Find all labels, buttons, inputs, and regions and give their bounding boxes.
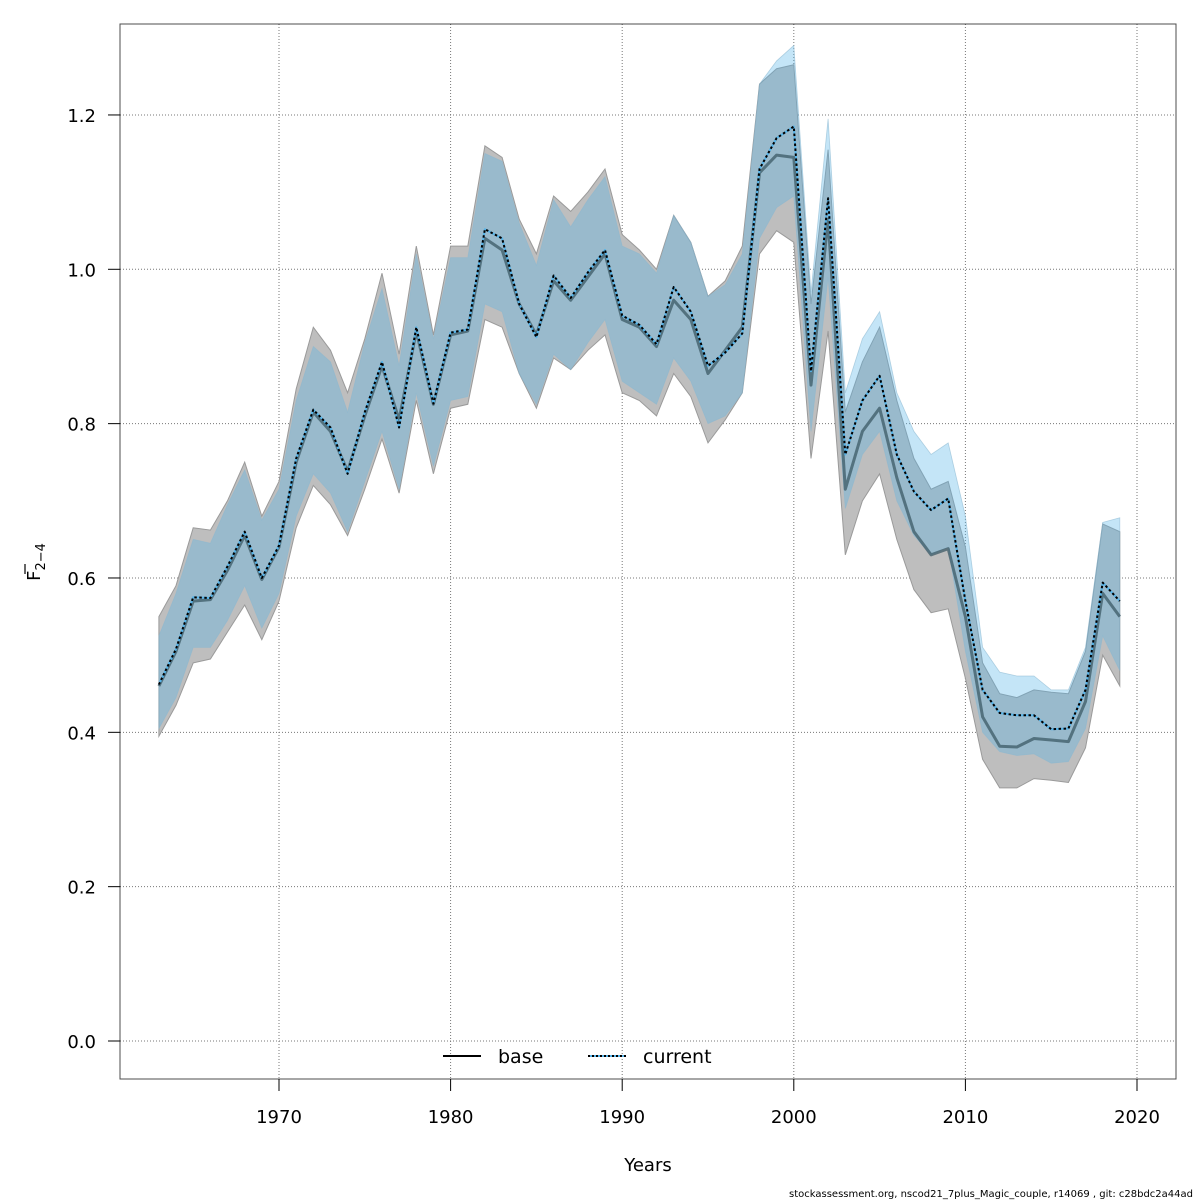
plot-frame <box>119 23 1177 1080</box>
x-axis: 1970 1980 1990 2000 2010 2020 <box>256 1079 1160 1128</box>
x-axis-title: Years <box>623 1155 672 1176</box>
series-lines <box>157 125 1122 749</box>
y-tick-label: 1.2 <box>67 106 96 127</box>
x-tick-label: 2010 <box>942 1107 988 1128</box>
y-tick-label: 0.6 <box>67 569 96 590</box>
legend-current-label: current <box>643 1046 712 1068</box>
x-tick-label: 1980 <box>428 1107 474 1128</box>
legend-base-label: base <box>498 1046 543 1068</box>
y-axis-title-sub: 2−4 <box>34 543 49 570</box>
x-tick-label: 1970 <box>256 1107 302 1128</box>
x-tick-label: 2020 <box>1114 1107 1160 1128</box>
current-confidence-band <box>158 44 1121 764</box>
x-tick-label: 2000 <box>771 1107 817 1128</box>
y-tick-label: 1.0 <box>67 260 96 281</box>
y-tick-label: 0.0 <box>67 1032 96 1053</box>
svg-text:F2−4: F2−4 <box>24 543 49 581</box>
y-tick-label: 0.4 <box>67 723 96 744</box>
y-tick-label: 0.2 <box>67 878 96 899</box>
base-line <box>157 153 1122 749</box>
y-tick-label: 0.8 <box>67 415 96 436</box>
y-axis-title: F2−4 <box>24 543 49 581</box>
y-axis: 0.0 0.2 0.4 0.6 0.8 1.0 1.2 <box>67 106 120 1053</box>
footer-credit: stockassessment.org, nscod21_7plus_Magic… <box>789 1189 1193 1200</box>
x-tick-label: 1990 <box>599 1107 645 1128</box>
current-line <box>157 125 1121 731</box>
y-axis-title-main: F <box>24 571 45 581</box>
legend: base current <box>443 1046 712 1068</box>
